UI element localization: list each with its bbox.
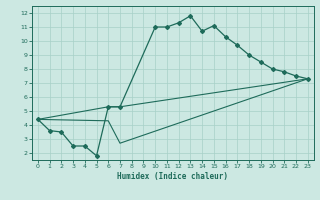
X-axis label: Humidex (Indice chaleur): Humidex (Indice chaleur) (117, 172, 228, 181)
